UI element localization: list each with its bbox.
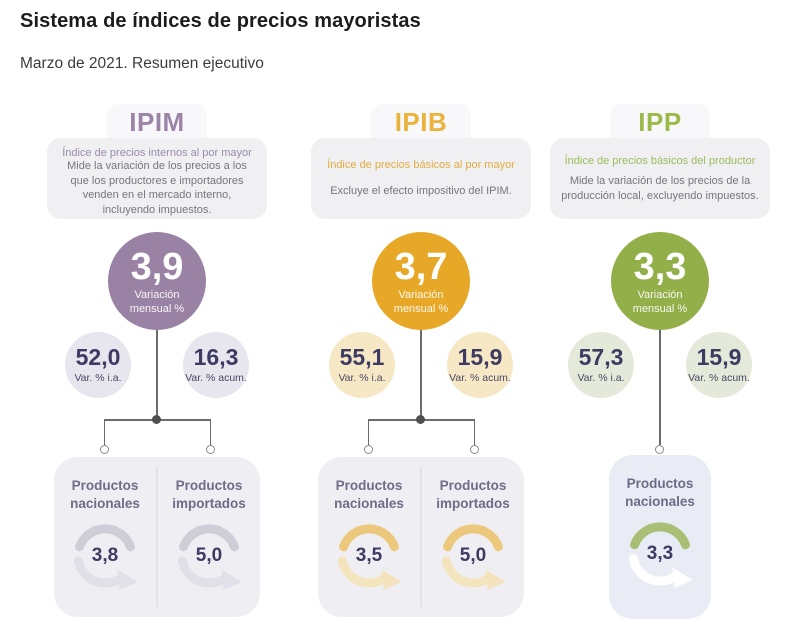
circular-arrow-icon — [441, 524, 506, 590]
rotation-arrow-gauge: 5,0 — [173, 520, 245, 592]
products-label: Productos nacionales — [334, 478, 404, 511]
products-nacionales-section: Productos nacionales 3,8 — [54, 457, 156, 617]
yoy-variation-value: 55,1 — [339, 344, 385, 370]
connector-line — [209, 419, 211, 446]
index-subtitle: Índice de precios internos al por mayor — [62, 147, 252, 159]
products-label: Productos nacionales — [625, 476, 695, 509]
connector-line — [659, 330, 661, 445]
page-title: Sistema de índices de precios mayoristas — [20, 10, 421, 32]
index-column-ipim: IPIM Índice de precios internos al por m… — [47, 104, 267, 624]
products-nacionales-section: Productos nacionales 3,5 — [318, 457, 420, 617]
accum-variation-label: Var. % acum. — [185, 372, 247, 384]
circular-arrow-icon — [177, 524, 242, 590]
products-label: Productos importados — [172, 478, 246, 511]
index-acronym: IPIB — [394, 106, 448, 137]
monthly-variation-label: Variación mensual % — [393, 288, 449, 315]
connector-dot — [416, 415, 425, 424]
index-column-ipib: IPIB Índice de precios básicos al por ma… — [311, 104, 531, 624]
yoy-variation-circle: 57,3 Var. % i.a. — [568, 332, 634, 398]
connector-line — [473, 419, 475, 446]
index-description: Mide la variación de los precios de la p… — [561, 175, 759, 202]
connector-node — [205, 445, 215, 454]
accum-variation-circle: 15,9 Var. % acum. — [686, 332, 752, 398]
accum-variation-value: 15,9 — [457, 344, 503, 370]
rotation-arrow-gauge: 5,0 — [437, 520, 509, 592]
products-value: 5,0 — [195, 545, 223, 567]
index-acronym-pill: IPIB — [371, 104, 471, 140]
index-column-ipp: IPP Índice de precios básicos del produc… — [550, 104, 770, 624]
monthly-variation-circle: 3,3 Variación mensual % — [611, 232, 709, 330]
index-description-box: Índice de precios básicos del productor … — [550, 138, 770, 219]
accum-variation-value: 15,9 — [696, 344, 742, 370]
products-value: 3,8 — [91, 545, 119, 567]
index-acronym-pill: IPIM — [107, 104, 207, 140]
products-value: 3,3 — [646, 543, 674, 565]
circular-arrow-icon — [628, 522, 693, 588]
page-subtitle: Marzo de 2021. Resumen ejecutivo — [20, 55, 264, 72]
index-description-box: Índice de precios básicos al por mayor E… — [311, 138, 531, 219]
products-card: Productos nacionales 3,3 — [609, 455, 711, 619]
connector-line — [156, 330, 158, 419]
card-divider — [156, 467, 158, 607]
yoy-variation-circle: 52,0 Var. % i.a. — [65, 332, 131, 398]
products-card: Productos nacionales 3,8 Productos impor… — [54, 457, 260, 617]
rotation-arrow-gauge: 3,5 — [333, 520, 405, 592]
index-description: Mide la variación de los precios a los q… — [67, 160, 247, 216]
circular-arrow-icon — [337, 524, 402, 590]
connector-line — [367, 419, 369, 446]
yoy-variation-value: 52,0 — [75, 344, 121, 370]
yoy-variation-label: Var. % i.a. — [577, 372, 625, 384]
products-label: Productos nacionales — [70, 478, 140, 511]
index-subtitle: Índice de precios básicos del productor — [564, 154, 756, 167]
products-nacionales-section: Productos nacionales 3,3 — [609, 455, 711, 619]
monthly-variation-label: Variación mensual % — [129, 288, 185, 315]
monthly-variation-circle: 3,9 Variación mensual % — [108, 232, 206, 330]
monthly-variation-value: 3,9 — [130, 245, 184, 288]
accum-variation-label: Var. % acum. — [688, 372, 750, 384]
products-importados-section: Productos importados 5,0 — [158, 457, 260, 617]
products-importados-section: Productos importados 5,0 — [422, 457, 524, 617]
products-value: 3,5 — [355, 545, 383, 567]
yoy-variation-label: Var. % i.a. — [338, 372, 386, 384]
card-divider — [420, 467, 422, 607]
products-card: Productos nacionales 3,5 Productos impor… — [318, 457, 524, 617]
connector-line — [103, 419, 105, 446]
products-label: Productos importados — [436, 478, 510, 511]
accum-variation-circle: 16,3 Var. % acum. — [183, 332, 249, 398]
products-value: 5,0 — [459, 545, 487, 567]
connector-dot — [152, 415, 161, 424]
accum-variation-circle: 15,9 Var. % acum. — [447, 332, 513, 398]
connector-node — [469, 445, 479, 454]
monthly-variation-value: 3,7 — [394, 245, 448, 288]
rotation-arrow-gauge: 3,8 — [69, 520, 141, 592]
monthly-variation-circle: 3,7 Variación mensual % — [372, 232, 470, 330]
accum-variation-value: 16,3 — [193, 344, 239, 370]
yoy-variation-label: Var. % i.a. — [74, 372, 122, 384]
yoy-variation-circle: 55,1 Var. % i.a. — [329, 332, 395, 398]
yoy-variation-value: 57,3 — [578, 344, 624, 370]
connector-node — [363, 445, 373, 454]
connector-node — [655, 445, 664, 454]
rotation-arrow-gauge: 3,3 — [624, 518, 696, 590]
monthly-variation-value: 3,3 — [633, 245, 687, 288]
index-acronym-pill: IPP — [610, 104, 710, 140]
connector-line — [420, 330, 422, 419]
accum-variation-label: Var. % acum. — [449, 372, 511, 384]
index-description: Excluye el efecto impositivo del IPIM. — [330, 184, 512, 197]
monthly-variation-label: Variación mensual % — [632, 288, 688, 315]
index-acronym: IPIM — [129, 106, 185, 137]
index-description-box: Índice de precios internos al por mayor … — [47, 138, 267, 219]
connector-node — [99, 445, 109, 454]
circular-arrow-icon — [73, 524, 138, 590]
index-subtitle: Índice de precios básicos al por mayor — [327, 159, 515, 172]
index-acronym: IPP — [638, 106, 682, 137]
